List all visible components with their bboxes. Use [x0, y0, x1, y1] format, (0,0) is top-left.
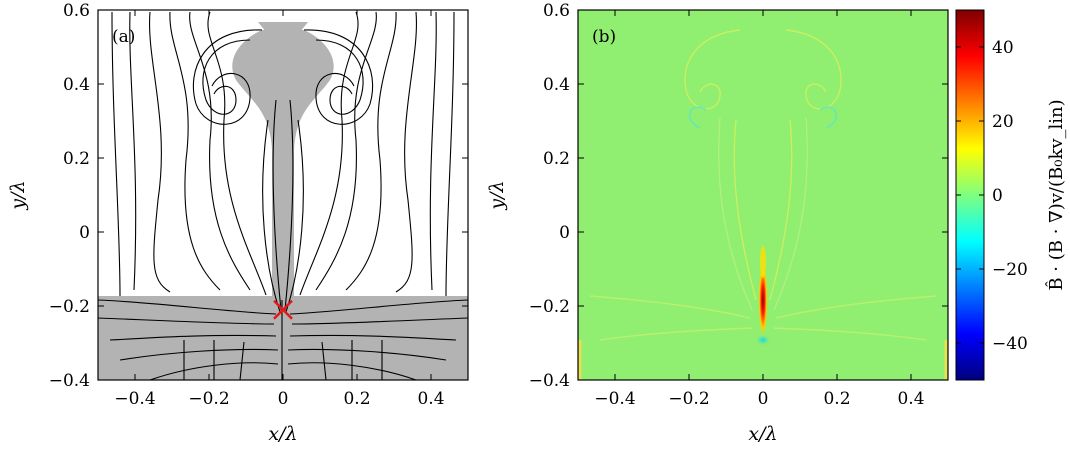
y-tick-label: −0.2 [529, 297, 570, 317]
faint-curl-right [785, 29, 842, 110]
panel-b-y-axis-label: y/λ [486, 180, 508, 210]
colorbar-tick-label: 40 [992, 38, 1014, 58]
field-line [129, 11, 137, 291]
red-current-sheet [758, 260, 768, 340]
field-line [289, 299, 468, 315]
field-line [149, 362, 279, 380]
field-line [291, 317, 468, 325]
y-tick-label: 0.2 [63, 149, 90, 169]
colorbar-label: B̂ · (B · ∇)v/(B₀kv_lin) [1045, 99, 1067, 290]
field-line [284, 99, 294, 311]
panel-a-y-axis-label: y/λ [7, 180, 29, 210]
x-point-marker [273, 299, 293, 320]
panel-a-label: (a) [112, 27, 135, 47]
faint-stem-right-2 [773, 117, 808, 311]
faint-curl-left [684, 29, 741, 110]
x-tick-label: 0.4 [417, 389, 444, 409]
panel-b-x-axis-label: x/λ [748, 423, 777, 445]
panel-b-label: (b) [592, 27, 616, 47]
field-line-right-curl [303, 29, 374, 125]
faint-bottom-right-2 [773, 327, 927, 341]
x-point-marker-stroke [273, 299, 293, 320]
shaded-region-bottom [98, 296, 468, 380]
field-line [183, 340, 383, 380]
field-line [98, 317, 275, 325]
y-tick-label: 0 [559, 223, 570, 243]
field-line [315, 11, 377, 291]
y-tick-label: 0.4 [543, 75, 570, 95]
y-tick-label: 0.6 [63, 1, 90, 21]
colorbar-ticks: −40 −20 0 20 40 [956, 38, 1028, 354]
field-line [285, 119, 304, 313]
panel-a-y-ticks: −0.4 −0.2 0 0.2 0.4 0.6 [49, 1, 468, 391]
field-line [109, 334, 277, 341]
field-line [119, 348, 279, 361]
y-tick-label: −0.4 [529, 371, 570, 391]
field-lines-group [98, 11, 468, 380]
x-tick-label: −0.2 [188, 389, 229, 409]
yellow-current-sheet [760, 246, 766, 278]
field-line [345, 11, 397, 291]
faint-stem-left-2 [718, 117, 753, 311]
field-line [289, 334, 457, 341]
field-line [429, 11, 437, 291]
cyan-spot [755, 334, 771, 346]
shaded-region-top [258, 22, 308, 32]
field-line-left-curl [192, 29, 263, 125]
x-tick-label: 0.2 [823, 389, 850, 409]
panel-b: (b) −0.4 −0.2 0 0.2 0.4 −0.4 −0.2 0 0.2 0.4 0.6 x… [486, 1, 1067, 445]
faint-cyan-right [819, 106, 837, 129]
panel-b-heatmap-features [578, 29, 948, 380]
colorbar-tick-label: −20 [992, 260, 1028, 280]
faint-bottom-left [589, 295, 751, 319]
shaded-region-mushroom [232, 30, 334, 296]
panel-b-faint-structures [578, 29, 948, 380]
field-line-right-curl [315, 39, 364, 115]
field-line [189, 11, 251, 291]
y-tick-label: 0.6 [543, 1, 570, 21]
panel-a-x-axis-label: x/λ [268, 423, 297, 445]
y-tick-label: 0.4 [63, 75, 90, 95]
x-tick-label: −0.2 [668, 389, 709, 409]
x-tick-label: 0 [758, 389, 769, 409]
panel-a-x-ticks: −0.4 −0.2 0 0.2 0.4 [114, 10, 445, 409]
y-tick-label: 0 [79, 223, 90, 243]
field-line [169, 11, 221, 291]
x-tick-label: 0 [278, 389, 289, 409]
field-line [148, 11, 171, 293]
field-line [287, 362, 417, 380]
x-tick-label: 0.4 [897, 389, 924, 409]
field-line [395, 11, 418, 293]
x-tick-label: 0.2 [343, 389, 370, 409]
field-line [287, 348, 447, 361]
colorbar-tick-label: −40 [992, 334, 1028, 354]
panel-b-x-ticks: −0.4 −0.2 0 0.2 0.4 [594, 10, 925, 409]
field-line [262, 119, 281, 313]
colorbar-tick-label: 20 [992, 112, 1014, 132]
y-tick-label: 0.2 [543, 149, 570, 169]
x-tick-label: −0.4 [594, 389, 635, 409]
field-line [445, 11, 455, 297]
x-tick-label: −0.4 [114, 389, 155, 409]
field-line [111, 11, 121, 297]
y-tick-label: −0.2 [49, 297, 90, 317]
faint-stem-right [769, 119, 793, 301]
faint-bottom-left-2 [599, 327, 753, 341]
faint-bottom-right [775, 295, 937, 319]
field-line [98, 299, 277, 315]
colorbar-tick-label: 0 [992, 186, 1003, 206]
field-line [272, 99, 282, 311]
faint-cyan-left [689, 106, 707, 129]
field-line-left-curl [202, 39, 251, 115]
panel-a: (a) −0.4 −0.2 0 0.2 0.4 −0.4 −0.2 0 0.2 0.4 0.6 x… [7, 1, 469, 445]
faint-stem-left [733, 119, 757, 301]
field-line [299, 11, 359, 296]
field-line [207, 11, 267, 296]
panel-a-field-lines [98, 11, 468, 380]
panel-b-y-ticks: −0.4 −0.2 0 0.2 0.4 0.6 [529, 1, 948, 391]
y-tick-label: −0.4 [49, 371, 90, 391]
